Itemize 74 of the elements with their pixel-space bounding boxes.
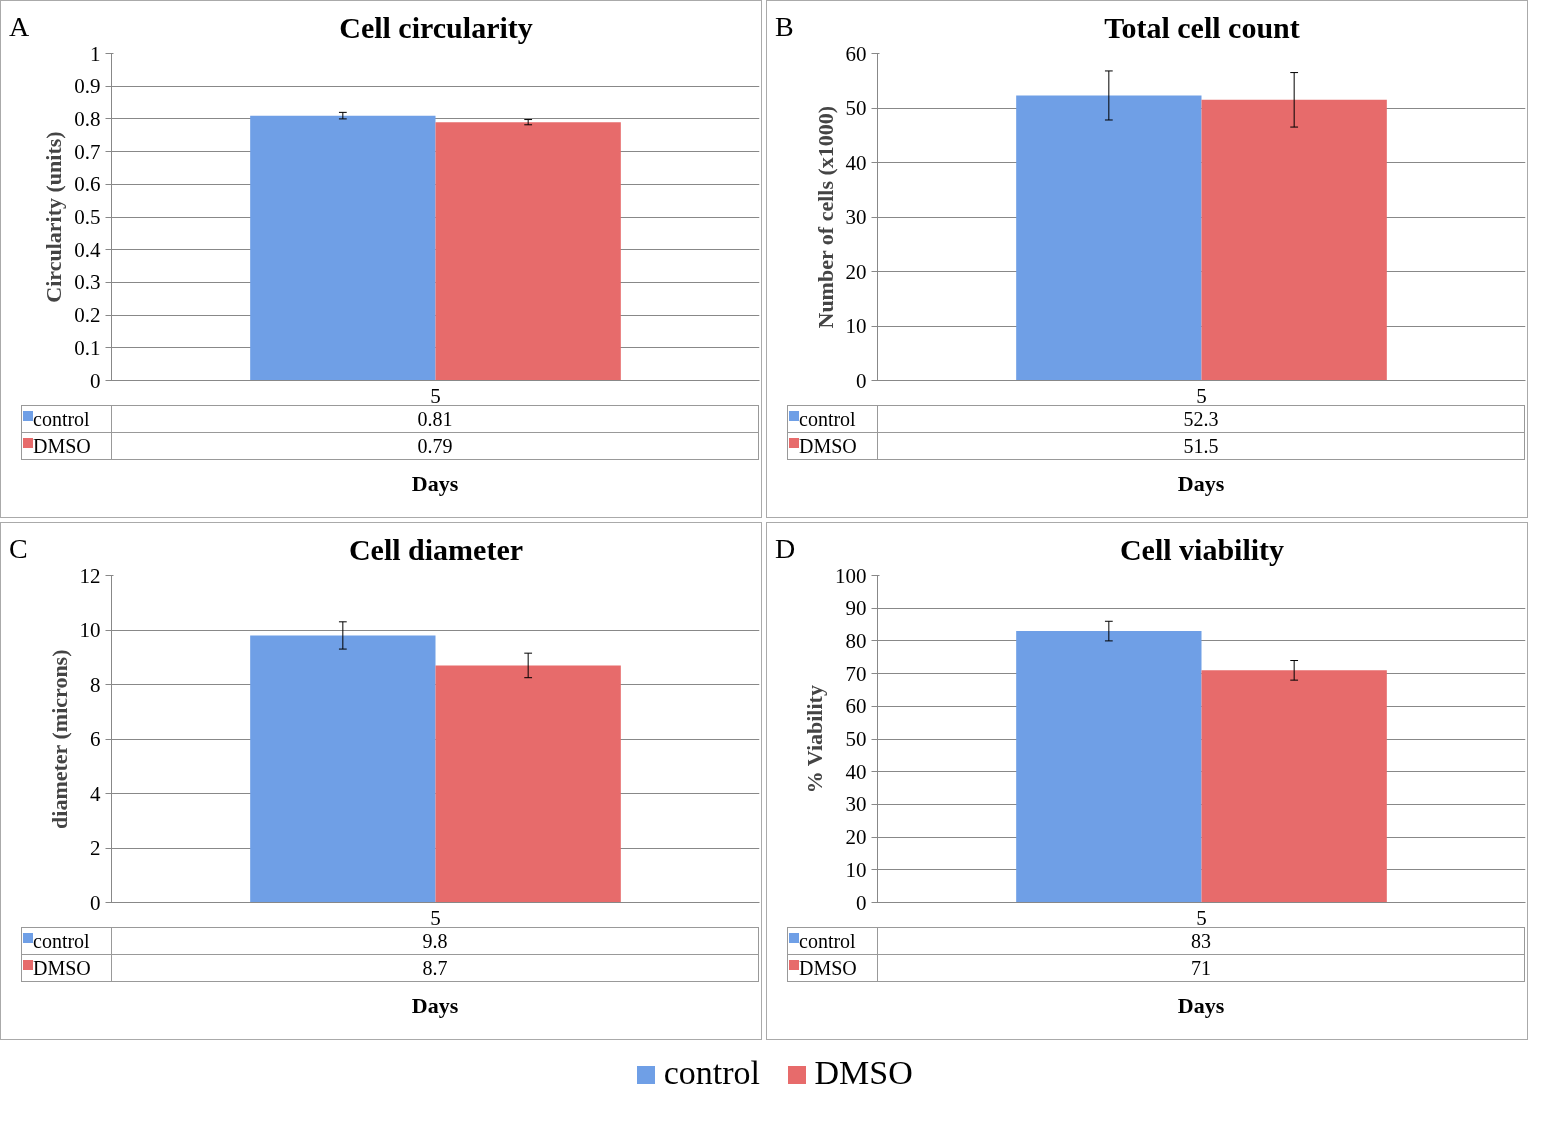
y-tick-label: 4	[90, 781, 101, 806]
y-tick-label: 6	[90, 727, 101, 751]
x-axis-title: Days	[1176, 992, 1226, 1020]
legend-label: control	[21, 405, 112, 433]
y-tick-label: 0.9	[74, 74, 101, 99]
y-tick-label: 0.8	[74, 106, 101, 131]
y-tick-label: 90	[845, 596, 867, 621]
y-tick-label: 10	[845, 314, 867, 338]
legend-label: control	[787, 927, 878, 955]
text: DMSO	[814, 1054, 913, 1091]
x-axis-title: Days	[410, 470, 460, 498]
legend-label: DMSO	[787, 954, 878, 982]
y-tick-label: 80	[845, 628, 867, 653]
y-axis-title: Number of cells (x1000)	[812, 105, 838, 329]
y-tick-label: 0.4	[74, 237, 101, 262]
y-tick-label: 70	[845, 661, 867, 686]
y-tick-label: 0.5	[74, 205, 101, 229]
y-axis-title: diameter (microns)	[46, 649, 72, 829]
text: B	[775, 10, 794, 44]
y-tick-label: 12	[79, 563, 101, 588]
text: C	[9, 532, 28, 566]
y-tick-label: 30	[845, 205, 867, 229]
y-tick-label: 2	[90, 836, 101, 860]
y-tick-label: 0	[90, 368, 101, 393]
y-axis-title: Circularity (units)	[41, 131, 67, 303]
chart-title: Cell circularity	[338, 10, 534, 46]
y-tick-label: 40	[845, 150, 867, 175]
y-tick-label: 30	[845, 792, 867, 817]
data-label: 0.79	[111, 432, 759, 460]
legend-label: DMSO	[787, 432, 878, 460]
data-label: 83	[1191, 930, 1211, 952]
y-tick-label: 10	[845, 857, 867, 882]
y-tick-label: 100	[835, 563, 867, 588]
y-tick-label: 8	[90, 672, 101, 697]
data-label: 9.8	[422, 930, 448, 952]
y-tick-label: 0	[856, 890, 867, 915]
y-tick-label: 0.7	[74, 139, 101, 164]
y-tick-label: 50	[845, 96, 867, 120]
legend-label: control	[21, 927, 112, 955]
x-tick-label: 5	[1196, 383, 1207, 408]
legend-label: DMSO	[21, 432, 112, 460]
y-tick-label: 0.6	[74, 172, 101, 197]
x-tick-label: 5	[430, 905, 441, 930]
text: A	[9, 10, 30, 44]
y-tick-label: 40	[845, 759, 867, 784]
y-tick-label: 0.2	[74, 303, 101, 328]
legend-label: control	[787, 405, 878, 433]
x-tick-label: 5	[430, 383, 441, 408]
data-label: 71	[877, 954, 1525, 982]
y-tick-label: 0	[90, 890, 101, 915]
data-label: 52.3	[1183, 408, 1219, 430]
text: control	[663, 1054, 761, 1091]
data-label: 51.5	[877, 432, 1525, 460]
x-axis-title: Days	[1176, 470, 1226, 498]
y-tick-label: 0.1	[74, 335, 101, 360]
y-tick-label: 20	[845, 259, 867, 284]
x-tick-label: 5	[1196, 905, 1207, 930]
y-tick-label: 50	[845, 727, 867, 751]
y-tick-label: 0.3	[74, 270, 101, 295]
y-tick-label: 1	[90, 41, 101, 66]
data-label: 0.81	[417, 408, 453, 430]
y-tick-label: 60	[845, 41, 867, 66]
x-axis-title: Days	[410, 992, 460, 1020]
y-tick-label: 20	[845, 825, 867, 850]
y-axis-title: % Viability	[802, 685, 827, 794]
legend-label: DMSO	[21, 954, 112, 982]
chart-title: Total cell count	[1103, 10, 1301, 46]
text: D	[775, 532, 796, 566]
chart-title: Cell diameter	[347, 532, 525, 568]
y-tick-label: 0	[856, 368, 867, 393]
y-tick-label: 10	[79, 618, 101, 642]
chart-title: Cell viability	[1118, 532, 1286, 568]
y-tick-label: 60	[845, 694, 867, 719]
data-label: 8.7	[111, 954, 759, 982]
